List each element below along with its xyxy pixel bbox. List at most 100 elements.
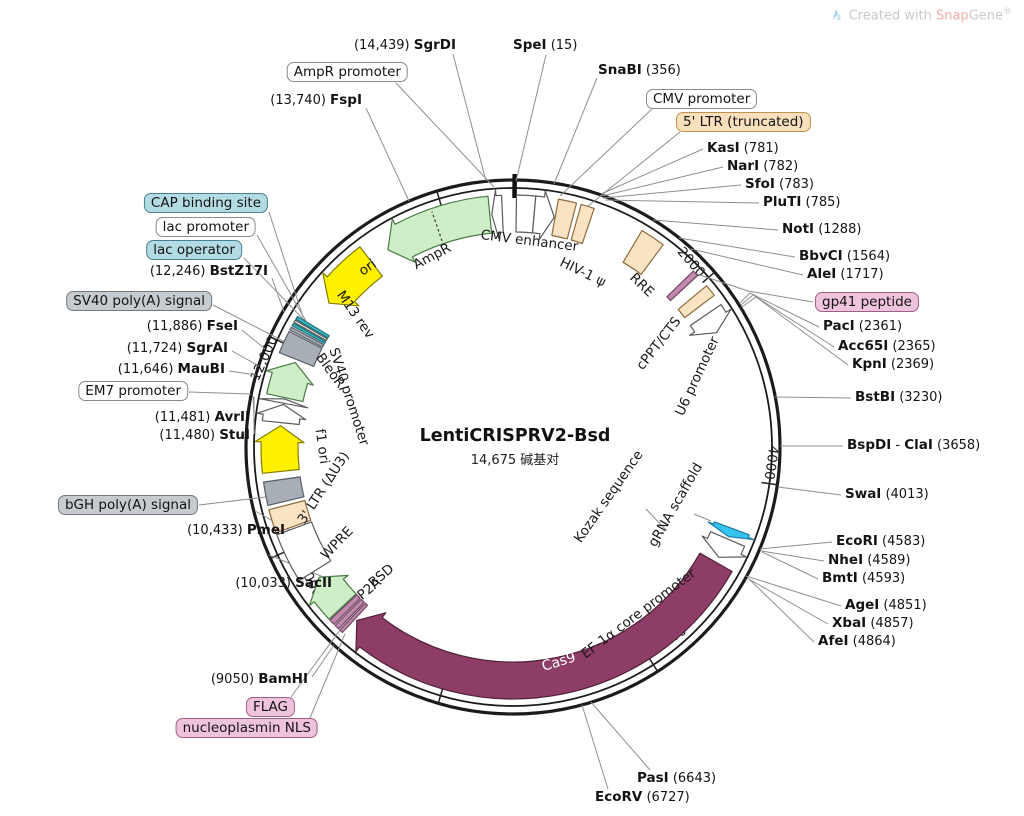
label-bbvci[interactable]: BbvCI (1564) (799, 248, 890, 265)
feature-nucleoplasmin-nls[interactable] (334, 598, 365, 630)
label-nari[interactable]: NarI (782) (727, 158, 798, 175)
feature-ampr-promoter[interactable] (491, 189, 504, 240)
label-agei[interactable]: AgeI (4851) (845, 597, 927, 614)
label-ecori[interactable]: EcoRI (4583) (836, 533, 925, 550)
feature-em7-promoter[interactable] (259, 398, 309, 409)
site-name: AleI (807, 266, 837, 282)
label-5-ltr-label[interactable]: 5' LTR (truncated) (676, 112, 811, 132)
label-pluti[interactable]: PluTI (785) (763, 194, 840, 211)
feature-3-ltr-du3[interactable] (268, 499, 312, 534)
label-sacii[interactable]: (10,033) SacII (235, 575, 332, 592)
label-em7-label[interactable]: EM7 promoter (78, 381, 188, 401)
leader-sfoi (602, 184, 742, 199)
label-bstbi[interactable]: BstBI (3230) (855, 389, 942, 406)
feature-cmv-promoter[interactable] (531, 190, 555, 241)
label-cmv-promoter-label[interactable]: CMV promoter (646, 89, 758, 109)
leader-line (645, 508, 668, 532)
feature-bsd[interactable] (308, 574, 357, 620)
feature-sv40-polya[interactable] (278, 330, 323, 368)
leader-alei (690, 248, 804, 276)
site-position: (1717) (836, 267, 884, 282)
site-name: SacII (295, 575, 332, 591)
tick-mark-6000 (648, 657, 659, 673)
label-bgh-polya-label[interactable]: bGH poly(A) signal (57, 495, 198, 515)
site-position: (9050) (210, 672, 259, 687)
feature-gp41-peptide[interactable] (666, 270, 699, 302)
label-ecorv[interactable]: EcoRV (6727) (595, 789, 690, 806)
label-fsei[interactable]: (11,886) FseI (147, 318, 238, 335)
label-maubi[interactable]: (11,646) MauBI (118, 361, 225, 378)
feature-ef1a-core[interactable] (701, 531, 747, 558)
site-name: FspI (330, 92, 362, 108)
label-kpni[interactable]: KpnI (2369) (852, 356, 934, 373)
label-ampr-promoter-label[interactable]: AmpR promoter (286, 62, 408, 82)
label-spei[interactable]: SpeI (15) (513, 37, 577, 54)
feature-lac-promoter[interactable] (293, 319, 328, 342)
label-sgrdi[interactable]: (14,439) SgrDI (354, 37, 456, 54)
site-position: (11,480) (159, 428, 220, 443)
plasmid-size: 14,675 碱基对 (470, 453, 560, 468)
feature-grna-scaffold[interactable] (707, 521, 755, 541)
feature-f1-ori[interactable] (254, 425, 305, 474)
label-bamhi[interactable]: (9050) BamHI (211, 671, 308, 688)
label-nls-label[interactable]: nucleoplasmin NLS (175, 718, 318, 738)
label-bmti[interactable]: BmtI (4593) (822, 570, 905, 587)
tick-mark-8000 (437, 687, 444, 705)
feature-bleor[interactable] (265, 362, 314, 403)
tick-mark-10,000 (269, 551, 286, 560)
label-flag-label[interactable]: FLAG (245, 697, 295, 717)
label-acc65i[interactable]: Acc65I (2365) (838, 338, 936, 355)
label-afei[interactable]: AfeI (4864) (818, 633, 896, 650)
feature-cas9[interactable] (355, 552, 733, 700)
feature-ampr[interactable] (387, 195, 493, 263)
feature-lac-operator[interactable] (291, 322, 327, 344)
site-name: AvrII (214, 409, 250, 425)
leader-swai (777, 486, 842, 496)
feature-m13-rev[interactable] (289, 326, 325, 348)
label-snabi[interactable]: SnaBI (356) (598, 62, 681, 79)
leader-pasi (590, 701, 651, 771)
feature-bgh-polya[interactable] (262, 476, 305, 506)
feature-cap-binding-site[interactable] (295, 315, 330, 339)
label-cap-label[interactable]: CAP binding site (143, 193, 268, 213)
site-position: (1564) (842, 249, 891, 264)
feature-u6-promoter[interactable] (689, 304, 732, 336)
label-avrii[interactable]: (11,481) AvrII (155, 409, 250, 426)
label-alei[interactable]: AleI (1717) (807, 266, 884, 283)
tick-mark-14,000 (435, 189, 443, 207)
label-xbai[interactable]: XbaI (4857) (832, 615, 914, 632)
feature-sv40-promoter[interactable] (256, 403, 307, 426)
label-kasi[interactable]: KasI (781) (707, 140, 779, 157)
site-name: FseI (206, 318, 238, 334)
label-stui[interactable]: (11,480) StuI (159, 427, 250, 444)
label-paci[interactable]: PacI (2361) (823, 318, 902, 335)
label-bstz17i[interactable]: (12,246) BstZ17I (150, 263, 268, 280)
feature-hiv1-psi[interactable] (570, 203, 595, 245)
site-position: (4593) (857, 571, 906, 586)
feature-cppt-cts[interactable] (677, 285, 715, 319)
label-pasi[interactable]: PasI (6643) (637, 770, 716, 787)
label-fspi[interactable]: (13,740) FspI (270, 92, 362, 109)
feature-wpre[interactable] (276, 521, 332, 582)
feature-rre[interactable] (622, 229, 664, 275)
feature-flag[interactable] (339, 602, 369, 634)
label-noti[interactable]: NotI (1288) (782, 221, 861, 238)
label-swai[interactable]: SwaI (4013) (845, 486, 929, 503)
feature-ori[interactable] (322, 246, 383, 307)
label-lacprom-label[interactable]: lac promoter (155, 217, 256, 237)
site-name: MauBI (177, 361, 225, 377)
leader-ecori (759, 541, 833, 550)
label-sfoi[interactable]: SfoI (783) (745, 176, 814, 193)
feature-p2a[interactable] (329, 594, 361, 625)
label-sv40-polya-label[interactable]: SV40 poly(A) signal (66, 291, 212, 311)
label-sgrai[interactable]: (11,724) SgrAI (127, 340, 228, 357)
site-name: SnaBI (598, 62, 642, 78)
label-pmei[interactable]: (10,433) PmeI (187, 522, 285, 539)
feature-5-ltr-truncated[interactable] (551, 198, 578, 240)
label-lacop-label[interactable]: lac operator (146, 240, 242, 260)
label-bspdi-clai[interactable]: BspDI - ClaI (3658) (847, 437, 980, 454)
leader-fsei (241, 329, 266, 350)
label-gp41-label[interactable]: gp41 peptide (815, 292, 919, 312)
label-nhei[interactable]: NheI (4589) (828, 552, 910, 569)
